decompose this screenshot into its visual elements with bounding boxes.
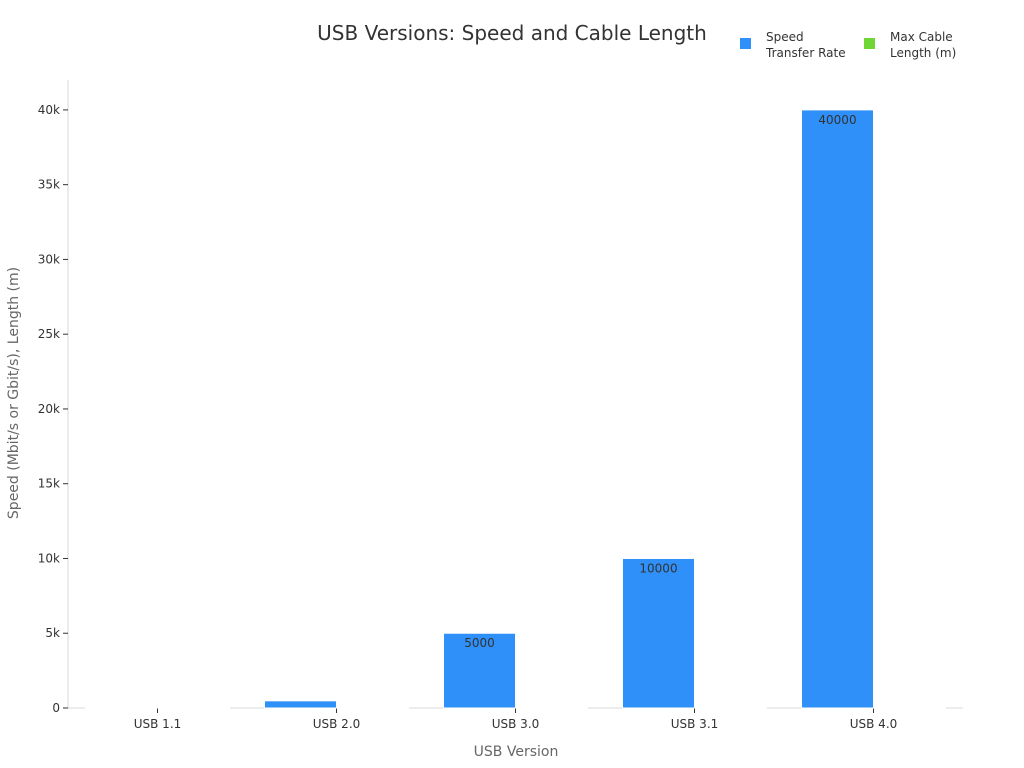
y-tick-label: 25k	[38, 327, 60, 341]
x-tick-label: USB 3.0	[492, 717, 540, 731]
bars	[85, 109, 946, 709]
y-tick-label: 10k	[38, 551, 60, 565]
legend-swatch	[864, 38, 875, 49]
y-tick-label: 35k	[38, 178, 60, 192]
x-tick-label: USB 1.1	[134, 717, 182, 731]
bar-cable-length[interactable]	[694, 707, 767, 709]
bar-speed[interactable]	[622, 557, 695, 709]
bar-value-label: 40000	[818, 113, 856, 127]
bar-cable-length[interactable]	[873, 707, 946, 709]
y-tick-label: 20k	[38, 402, 60, 416]
bar-speed[interactable]	[85, 707, 158, 709]
x-axis-title: USB Version	[474, 744, 559, 760]
y-axis: 0 5k 10k 15k 20k 25k 30k 35k 40k	[38, 80, 69, 715]
y-tick-label: 30k	[38, 252, 60, 266]
chart-title: USB Versions: Speed and Cable Length	[317, 21, 707, 45]
bar-value-label: 10000	[639, 561, 677, 575]
legend-label: Speed Transfer Rate	[765, 30, 846, 60]
y-tick-label: 0	[52, 701, 60, 715]
legend-item[interactable]: Speed Transfer Rate	[740, 30, 846, 60]
x-tick-label: USB 4.0	[850, 717, 898, 731]
bar-cable-length[interactable]	[157, 707, 230, 709]
legend-item[interactable]: Max Cable Length (m)	[864, 30, 956, 60]
data-labels: 5000 10000 40000	[464, 113, 856, 650]
legend-label: Max Cable Length (m)	[890, 30, 956, 60]
y-axis-title: Speed (Mbit/s or Gbit/s), Length (m)	[6, 267, 22, 519]
bar-cable-length[interactable]	[515, 707, 588, 709]
x-tick-label: USB 3.1	[671, 717, 719, 731]
y-tick-label: 5k	[45, 626, 60, 640]
x-axis: USB 1.1 USB 2.0 USB 3.0 USB 3.1 USB 4.0	[68, 707, 963, 731]
bar-speed[interactable]	[443, 632, 516, 709]
y-tick-label: 40k	[38, 103, 60, 117]
x-tick-label: USB 2.0	[313, 717, 361, 731]
legend: Speed Transfer Rate Max Cable Length (m)	[740, 30, 956, 60]
y-tick-label: 15k	[38, 477, 60, 491]
bar-speed[interactable]	[801, 109, 874, 709]
bar-cable-length[interactable]	[336, 707, 409, 709]
bar-value-label: 5000	[464, 636, 495, 650]
bar-speed[interactable]	[264, 700, 337, 709]
legend-swatch	[740, 38, 751, 49]
